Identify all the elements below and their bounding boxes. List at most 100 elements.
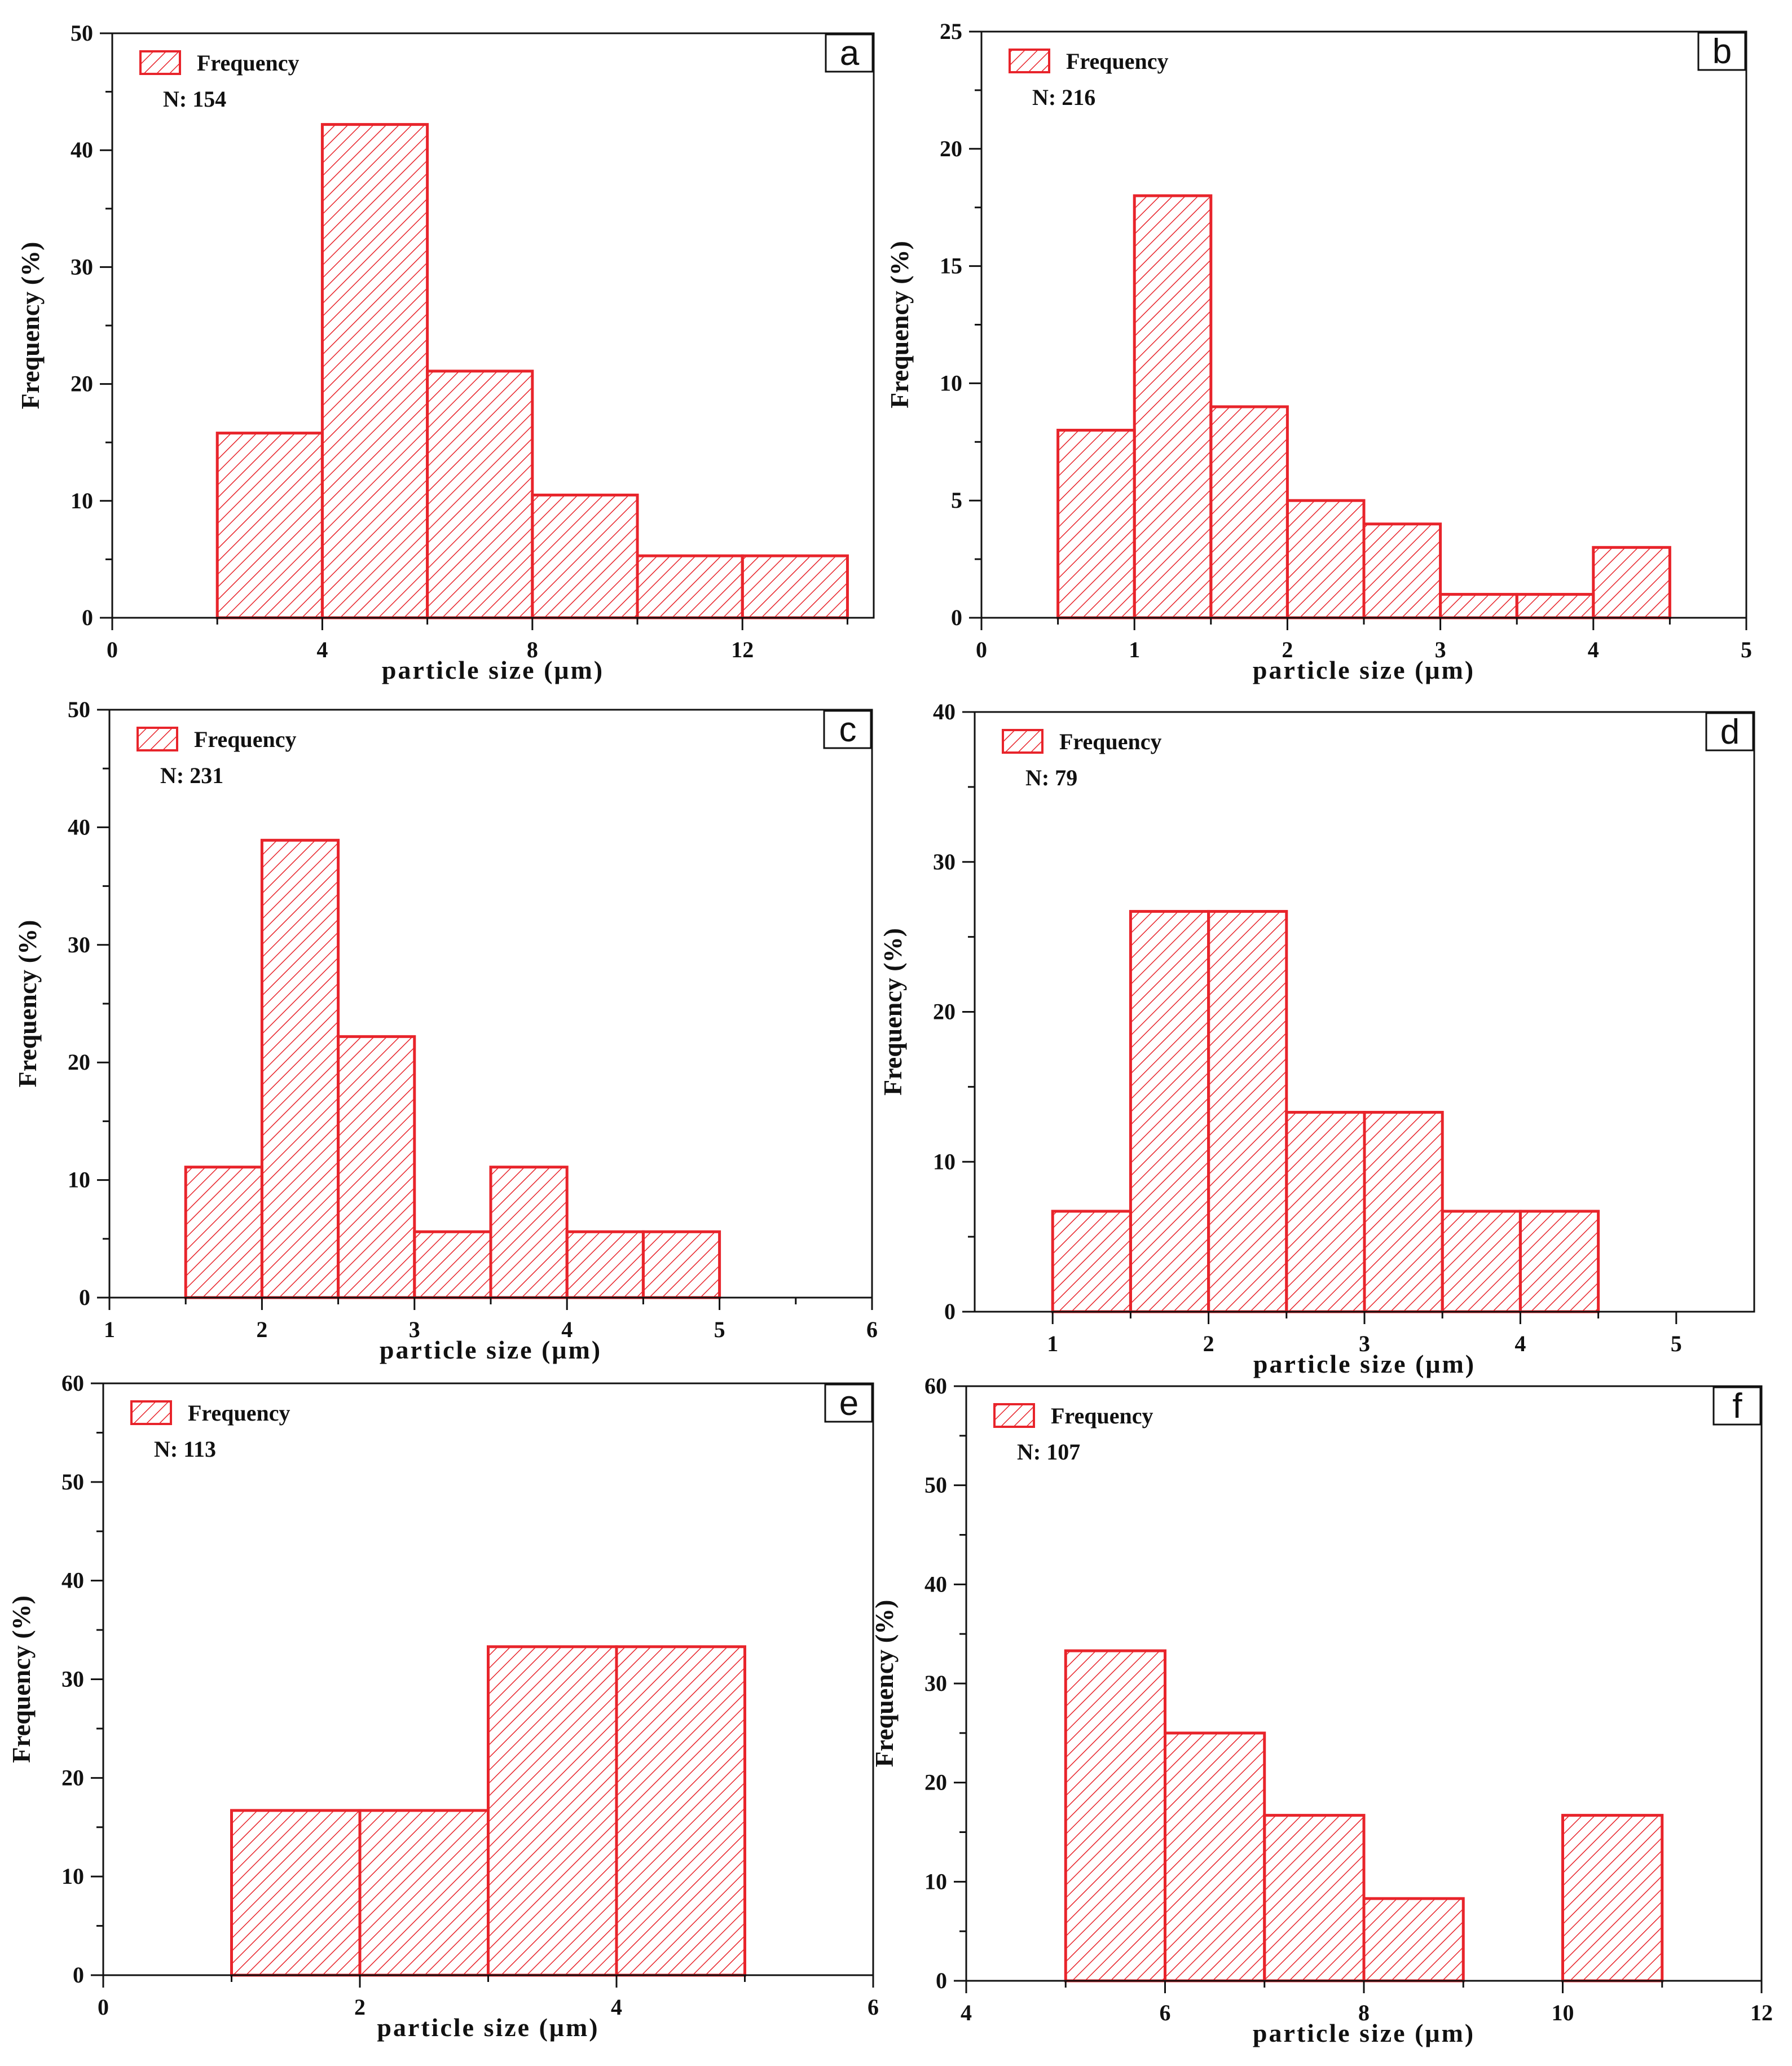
bar-c-2 — [260, 838, 340, 1299]
bar-d-7 — [1518, 1210, 1600, 1313]
x-tick-label: 2 — [256, 1317, 267, 1342]
bar-f-4 — [1362, 1897, 1465, 1983]
x-tick-label: 3 — [1359, 1331, 1370, 1356]
y-tick-label: 60 — [924, 1373, 947, 1399]
y-tick-label: 15 — [940, 253, 962, 279]
x-tick-label: 8 — [527, 637, 538, 662]
y-tick-label: 30 — [71, 254, 93, 279]
panel-label-box — [823, 710, 872, 749]
bar-a-1 — [215, 432, 324, 619]
bar-a-2 — [320, 123, 429, 619]
x-axis-f: 4 6 8 10 12 — [961, 1981, 1773, 2025]
x-tick-label: 4 — [1514, 1331, 1526, 1356]
y-tick-label: 20 — [71, 371, 93, 397]
x-tick-label: 12 — [731, 637, 754, 662]
y-tick-label: 50 — [71, 20, 93, 46]
x-axis-e: 0 2 4 6 — [98, 1975, 879, 2020]
y-axis-label: Frequency (%) — [885, 241, 914, 408]
legend-label: Frequency — [188, 1400, 290, 1426]
bar-e-2 — [358, 1809, 490, 1977]
chart-svg-e: 0 10 20 30 40 50 60 0 2 4 6 particle size (μm) Frequ… — [7, 1370, 879, 2042]
panel-label: e — [839, 1384, 858, 1423]
bar-c-5 — [489, 1166, 569, 1299]
chart-svg-d: 0 10 20 30 40 1 2 3 4 5 particle size (μm) Frequenc… — [878, 699, 1755, 1378]
legend-label: Frequency — [1051, 1403, 1153, 1428]
histogram-panel-e: 0 10 20 30 40 50 60 0 2 4 6 particle size (μm) Frequ… — [0, 1365, 896, 2066]
x-tick-label: 5 — [1671, 1331, 1682, 1356]
y-tick-label: 60 — [61, 1370, 84, 1396]
y-tick-label: 10 — [71, 488, 93, 513]
bar-f-3 — [1263, 1814, 1366, 1983]
y-tick-label: 20 — [933, 999, 956, 1025]
panel-label-box — [1697, 32, 1746, 71]
bar-e-3 — [487, 1645, 618, 1977]
panel-label: b — [1712, 32, 1732, 71]
y-tick-label: 0 — [73, 1962, 84, 1988]
histogram-panel-f: 0 10 20 30 40 50 60 4 6 8 10 12 particle size (μm) Fr… — [870, 1365, 1792, 2066]
panel-label: c — [839, 710, 857, 749]
bar-d-6 — [1441, 1210, 1522, 1313]
panel-label-box — [1712, 1386, 1762, 1426]
bar-e-4 — [615, 1645, 746, 1977]
legend-swatch — [130, 1400, 172, 1425]
x-tick-label: 6 — [1160, 2000, 1171, 2025]
x-tick-label: 4 — [316, 637, 328, 662]
legend-label: Frequency — [1059, 729, 1161, 754]
x-tick-label: 3 — [409, 1317, 420, 1342]
x-tick-label: 6 — [868, 1994, 879, 2020]
bar-d-4 — [1285, 1111, 1366, 1313]
y-tick-label: 40 — [933, 699, 956, 724]
bar-b-3 — [1209, 405, 1289, 619]
bar-f-5 — [1561, 1814, 1664, 1983]
sample-count-label: N: 79 — [1025, 765, 1077, 790]
y-axis-label: Frequency (%) — [878, 928, 907, 1096]
y-tick-label: 10 — [933, 1149, 956, 1174]
y-tick-label: 10 — [940, 370, 962, 395]
histogram-panel-d: 0 10 20 30 40 1 2 3 4 5 particle size (μm) Frequenc… — [878, 683, 1792, 1378]
bar-d-1 — [1051, 1210, 1132, 1313]
x-axis-a: 0 4 8 12 — [107, 618, 848, 662]
x-axis-label: particle size (μm) — [382, 656, 604, 684]
y-tick-label: 40 — [68, 814, 90, 839]
panel-label-box — [1705, 712, 1754, 751]
x-tick-label: 2 — [1203, 1331, 1214, 1356]
bar-d-2 — [1129, 909, 1210, 1313]
y-tick-label: 0 — [936, 1968, 947, 1993]
bars-c — [184, 838, 721, 1299]
x-tick-label: 4 — [611, 1994, 622, 2020]
y-axis-e: 0 10 20 30 40 50 60 — [61, 1370, 103, 1988]
y-tick-label: 30 — [68, 932, 90, 957]
legend-swatch — [139, 50, 181, 75]
x-axis-label: particle size (μm) — [377, 2013, 599, 2042]
legend: Frequency — [1002, 729, 1161, 754]
y-axis-c: 0 10 20 30 40 50 — [68, 697, 109, 1310]
x-tick-label: 1 — [1047, 1331, 1058, 1356]
legend-swatch — [1009, 49, 1050, 73]
y-axis-label: Frequency (%) — [16, 242, 45, 410]
sample-count-label: N: 216 — [1032, 85, 1095, 110]
x-axis-label: particle size (μm) — [1253, 2019, 1475, 2047]
bar-a-6 — [741, 554, 849, 619]
chart-svg-b: 0 5 10 15 20 25 0 1 2 3 4 5 particle size (μm) Freque… — [885, 19, 1752, 684]
legend-label: Frequency — [197, 50, 299, 76]
histogram-panel-c: 0 10 20 30 40 50 1 2 3 4 5 6 particle size (μm) Frequ… — [0, 683, 896, 1365]
bar-c-7 — [641, 1230, 721, 1299]
bars-d — [1051, 909, 1600, 1313]
chart-svg-c: 0 10 20 30 40 50 1 2 3 4 5 6 particle size (μm) Frequ… — [13, 697, 878, 1364]
sample-count-label: N: 107 — [1017, 1439, 1080, 1465]
panel-label-box — [825, 33, 874, 73]
bar-f-2 — [1164, 1731, 1266, 1983]
x-tick-label: 4 — [961, 2000, 972, 2025]
x-tick-label: 1 — [104, 1317, 115, 1342]
bar-c-1 — [184, 1166, 263, 1299]
x-tick-label: 1 — [1129, 637, 1140, 662]
x-tick-label: 2 — [354, 1994, 366, 2020]
y-tick-label: 50 — [924, 1472, 947, 1498]
y-axis-a: 0 10 20 30 40 50 — [71, 20, 112, 630]
bar-b-4 — [1285, 499, 1366, 619]
legend: Frequency — [137, 727, 296, 752]
chart-svg-f: 0 10 20 30 40 50 60 4 6 8 10 12 particle size (μm) Fr… — [870, 1373, 1773, 2047]
y-axis-label: Frequency (%) — [870, 1600, 899, 1768]
bars-f — [1064, 1649, 1664, 1983]
